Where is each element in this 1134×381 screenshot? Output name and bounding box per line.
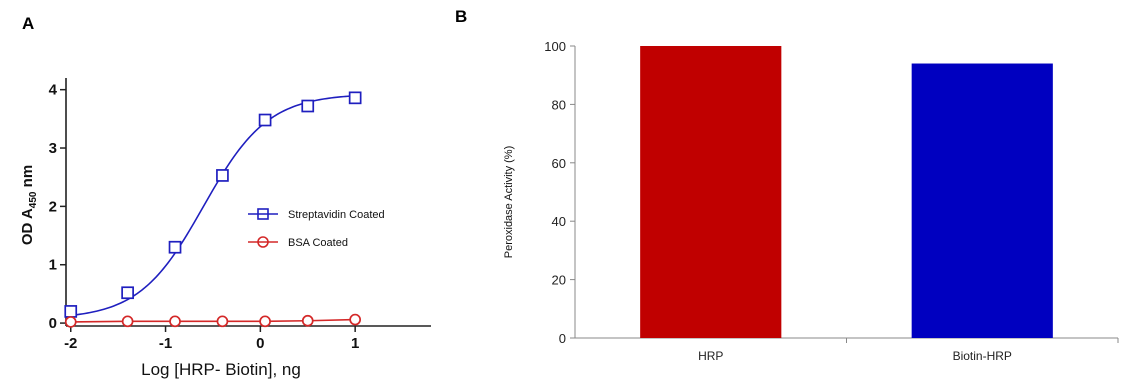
panel-a-x-tick-label: 1 xyxy=(351,335,359,352)
panel-a-y-tick-label: 0 xyxy=(49,315,57,332)
panel-b-y-axis-label: Peroxidase Activity (%) xyxy=(503,146,515,258)
bsa-point xyxy=(259,315,271,328)
streptavidin-point xyxy=(121,286,134,300)
panel-a-y-tick-label: 3 xyxy=(49,140,57,157)
streptavidin-point xyxy=(168,240,182,254)
panel-b-y-tick-label: 80 xyxy=(552,97,566,112)
bsa-point xyxy=(64,316,77,328)
panel-a-series xyxy=(64,91,362,328)
streptavidin-point xyxy=(216,169,229,182)
panel-a: A 0 1 2 3 4 -2 -1 0 1 Log [HRP- Biotin], ng OD A… xyxy=(19,14,431,379)
panel-a-x-tick-label: -2 xyxy=(64,335,77,352)
bsa-point xyxy=(216,315,229,328)
panel-a-x-tick-label: 0 xyxy=(256,335,264,352)
legend-marker-streptavidin xyxy=(257,208,269,220)
panel-b-label: B xyxy=(455,7,467,26)
panel-a-x-tick-label: -1 xyxy=(159,335,172,352)
panel-a-y-tick-label: 1 xyxy=(49,257,57,274)
panel-b-y-tick-label: 20 xyxy=(552,273,566,288)
legend-label-streptavidin: Streptavidin Coated xyxy=(288,209,385,221)
bsa-point xyxy=(349,313,362,326)
panel-b-bars: HRP Biotin-HRP xyxy=(640,46,1053,363)
legend-label-bsa: BSA Coated xyxy=(288,237,348,249)
panel-b-category-label: Biotin-HRP xyxy=(953,349,1012,363)
panel-b-y-tick-label: 60 xyxy=(552,156,566,171)
panel-a-y-axis-label: OD A450 nm xyxy=(19,165,39,245)
panel-a-y-label-suffix: nm xyxy=(19,165,36,192)
panel-a-y-tick-label: 2 xyxy=(49,198,57,215)
panel-a-y-label-subscript: 450 xyxy=(28,191,39,208)
panel-b-y-tick-label: 100 xyxy=(544,39,566,54)
bsa-point xyxy=(121,315,134,328)
panel-a-legend: Streptavidin Coated BSA Coated xyxy=(248,208,385,249)
panel-a-y-tick-label: 4 xyxy=(49,82,58,99)
streptavidin-point xyxy=(258,113,272,127)
streptavidin-point xyxy=(301,99,315,113)
panel-a-label: A xyxy=(22,14,34,33)
panel-b-y-tick-label: 0 xyxy=(559,331,566,346)
panel-a-y-label-prefix: OD A xyxy=(19,208,36,245)
bar-biotin-hrp xyxy=(911,63,1053,339)
panel-b-y-tick-label: 40 xyxy=(552,214,566,229)
bar-hrp xyxy=(640,46,782,338)
streptavidin-point xyxy=(348,91,362,105)
panel-b: B 0 20 40 60 80 100 HRP Biotin-HRP Peroxidase … xyxy=(455,7,1119,363)
streptavidin-fit-curve xyxy=(70,94,356,317)
bsa-point xyxy=(301,314,314,327)
panel-a-x-axis-label: Log [HRP- Biotin], ng xyxy=(141,360,301,379)
panel-b-category-label: HRP xyxy=(698,349,723,363)
bsa-point xyxy=(169,315,181,328)
streptavidin-point xyxy=(64,305,78,318)
legend-marker-bsa xyxy=(257,236,269,248)
